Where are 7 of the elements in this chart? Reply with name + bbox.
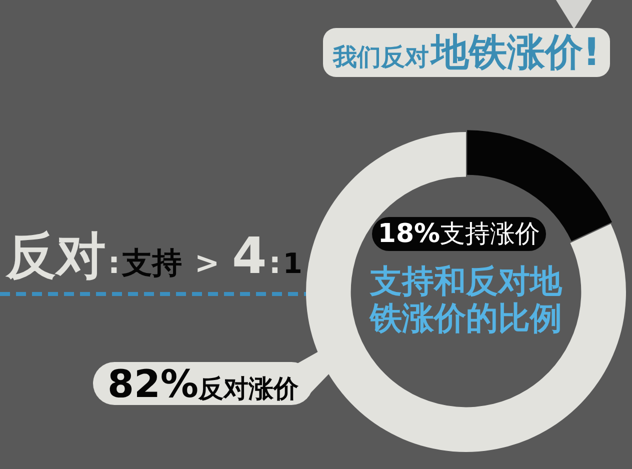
slice-label: 支持涨价 — [440, 219, 540, 248]
text: 支持和反对地铁涨价的比例 — [368, 262, 564, 337]
text: 我们反对地铁涨价! — [332, 30, 602, 74]
data-label: 82% — [108, 362, 198, 406]
text: 反对:支持 > 4:1 — [5, 227, 304, 285]
data-label: 18% — [378, 219, 440, 249]
slice-label: 反对涨价 — [198, 374, 298, 403]
